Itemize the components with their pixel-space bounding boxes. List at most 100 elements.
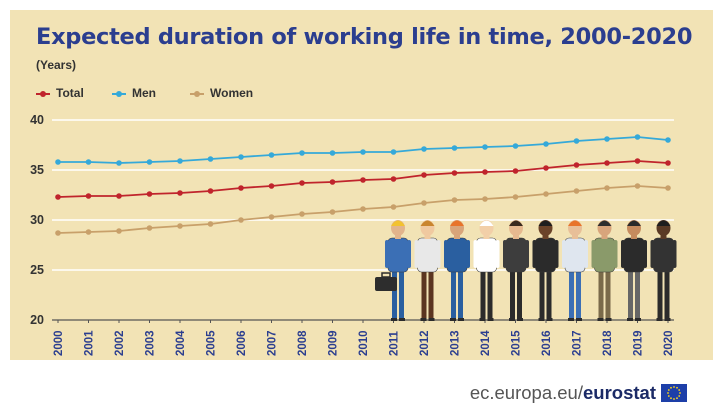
worker-figure-2 xyxy=(414,220,441,321)
worker-shoe-left xyxy=(538,318,545,321)
worker-leg-right xyxy=(517,265,522,319)
data-point-men-2003 xyxy=(146,159,153,165)
data-point-women-2003 xyxy=(146,225,153,231)
data-point-total-2011 xyxy=(390,176,397,182)
worker-shoe-left xyxy=(597,318,604,321)
worker-leg-right xyxy=(487,265,493,319)
data-point-women-2013 xyxy=(451,197,458,203)
worker-leg-left xyxy=(421,265,427,319)
data-point-men-2001 xyxy=(85,159,92,165)
data-point-men-2020 xyxy=(665,137,671,143)
legend-label-men: Men xyxy=(132,86,156,100)
eurostat-footer[interactable]: ec.europa.eu/eurostat xyxy=(470,382,687,404)
eu-flag-icon xyxy=(661,384,687,402)
data-point-men-2008 xyxy=(299,150,305,156)
x-tick-label-2003: 2003 xyxy=(145,330,157,356)
data-point-men-2006 xyxy=(238,154,244,160)
worker-torso xyxy=(476,237,497,273)
worker-arm-left xyxy=(650,240,655,268)
chart-title: Expected duration of working life in tim… xyxy=(36,24,693,50)
worker-hair xyxy=(627,220,641,226)
worker-torso xyxy=(535,237,556,273)
data-point-women-2008 xyxy=(299,211,305,217)
eu-flag-star xyxy=(679,392,681,394)
x-tick-label-2014: 2014 xyxy=(480,330,492,356)
data-point-total-2006 xyxy=(238,185,244,191)
worker-arm-right xyxy=(466,240,470,268)
data-point-total-2015 xyxy=(512,168,519,174)
data-point-total-2014 xyxy=(482,169,488,175)
legend-label-women: Women xyxy=(210,86,254,100)
worker-figure-8 xyxy=(591,220,618,321)
data-point-total-2012 xyxy=(421,172,427,178)
worker-arm-left xyxy=(532,240,537,268)
worker-figure-1 xyxy=(385,220,411,321)
worker-shoe-right xyxy=(546,318,553,321)
data-point-women-2017 xyxy=(573,188,580,194)
worker-figure-6 xyxy=(532,220,559,321)
worker-shoe-left xyxy=(509,318,515,321)
data-point-men-2017 xyxy=(573,138,580,144)
worker-shoe-right xyxy=(487,318,494,321)
worker-arm-left xyxy=(473,240,478,268)
x-tick-labels: 2000 2001 2002 2003 2004 2005 2006 2007 2008 2009… xyxy=(53,320,675,356)
data-point-total-2009 xyxy=(329,179,336,185)
worker-hair xyxy=(656,220,671,226)
worker-arm-right xyxy=(525,240,529,268)
worker-shoe-right xyxy=(576,318,582,321)
eu-flag-star xyxy=(678,389,681,391)
x-tick-label-2018: 2018 xyxy=(602,330,614,356)
worker-shoe-right xyxy=(664,318,671,321)
data-point-total-2019 xyxy=(634,158,641,164)
worker-arm-right xyxy=(436,240,441,268)
worker-shoe-left xyxy=(391,318,397,321)
data-point-women-2018 xyxy=(604,185,610,191)
data-point-total-2016 xyxy=(543,165,549,171)
worker-arm-right xyxy=(495,240,500,268)
y-tick-label-35: 35 xyxy=(30,163,44,177)
y-tick-label-40: 40 xyxy=(30,113,44,127)
worker-torso xyxy=(505,237,527,273)
data-point-men-2019 xyxy=(634,134,641,140)
data-point-men-2010 xyxy=(360,149,366,155)
worker-arm-right xyxy=(554,240,559,268)
x-tick-label-2008: 2008 xyxy=(297,330,309,356)
worker-arm-right xyxy=(613,240,618,268)
y-tick-label-20: 20 xyxy=(30,313,44,327)
worker-shoe-right xyxy=(428,318,435,321)
data-point-men-2013 xyxy=(451,145,458,151)
x-tick-label-2007: 2007 xyxy=(267,330,279,356)
worker-leg-left xyxy=(451,265,456,319)
data-point-women-2006 xyxy=(238,217,244,223)
x-tick-label-2019: 2019 xyxy=(633,330,645,356)
legend-item-men: Men xyxy=(112,86,156,100)
worker-leg-right xyxy=(576,265,581,319)
worker-arm-left xyxy=(414,240,419,268)
worker-shoe-left xyxy=(479,318,486,321)
worker-leg-right xyxy=(546,265,552,319)
legend-marker-total xyxy=(36,90,50,97)
data-point-total-2013 xyxy=(451,170,458,176)
chart-card xyxy=(10,10,713,360)
eu-flag-star xyxy=(667,392,669,394)
data-point-men-2018 xyxy=(604,136,610,142)
worker-torso xyxy=(653,237,674,273)
worker-shoe-left xyxy=(627,318,633,321)
x-tick-label-2006: 2006 xyxy=(236,330,248,356)
worker-leg-right xyxy=(635,265,640,319)
data-point-total-2002 xyxy=(116,193,122,199)
data-point-total-2005 xyxy=(207,188,214,194)
data-point-total-2000 xyxy=(55,194,61,200)
legend-label-total: Total xyxy=(56,86,84,100)
eu-flag-star xyxy=(667,389,670,391)
data-point-men-2014 xyxy=(482,144,488,150)
briefcase-icon xyxy=(375,277,397,291)
worker-figure-4 xyxy=(473,220,500,321)
data-point-total-2003 xyxy=(146,191,153,197)
footer-site-prefix: ec.europa.eu/ xyxy=(469,382,583,403)
x-tick-label-2004: 2004 xyxy=(175,330,187,356)
worker-leg-right xyxy=(428,265,434,319)
data-point-women-2019 xyxy=(634,183,641,189)
worker-shoe-right xyxy=(399,318,405,321)
